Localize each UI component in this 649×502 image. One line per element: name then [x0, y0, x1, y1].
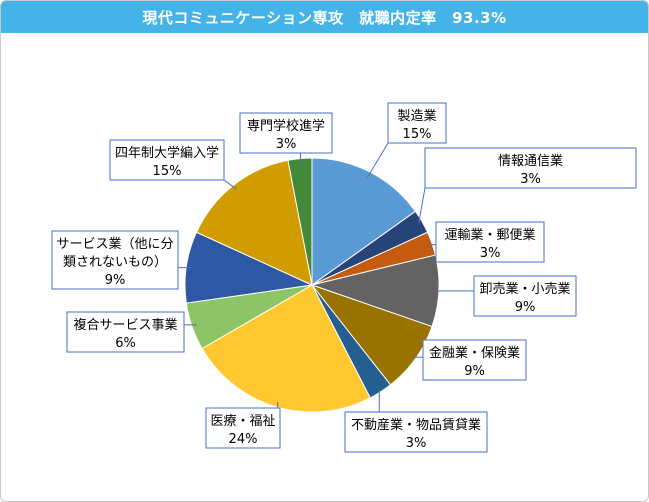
slice-percent-5: 3%: [406, 436, 427, 451]
data-label-0: 製造業 15%: [366, 102, 447, 179]
data-label-1: 情報通信業 3%: [418, 147, 637, 224]
slice-label-3: 卸売業・小売業: [479, 281, 570, 297]
slice-percent-3: 9%: [515, 300, 536, 315]
slice-percent-9: 15%: [153, 164, 182, 179]
label-box-10: [239, 112, 333, 154]
leader-line-9: [223, 179, 237, 190]
pie-slice-9: [195, 159, 313, 286]
slice-label-8-line-0: サービス業（他に分: [56, 236, 173, 252]
pie-slice-10: [287, 157, 313, 286]
slice-percent-8: 9%: [105, 273, 126, 288]
leader-line-0: [366, 142, 389, 179]
label-box-6: [205, 407, 281, 449]
leader-line-1: [418, 187, 426, 224]
slice-label-6: 医療・福祉: [210, 414, 275, 429]
label-box-2: [435, 221, 545, 263]
slice-label-4: 金融業・保険業: [429, 345, 520, 361]
data-label-10: 専門学校進学 3%: [239, 112, 333, 165]
data-label-7: 複合サービス事業 6%: [66, 311, 197, 353]
slice-percent-4: 9%: [464, 364, 485, 379]
label-box-3: [473, 275, 577, 317]
label-box-4: [422, 339, 527, 381]
slice-label-5: 不動産業・物品賃貸業: [351, 417, 481, 433]
data-label-9: 四年制大学編入学 15%: [109, 139, 237, 190]
label-box-8: [51, 230, 179, 290]
pie-slice-6: [201, 284, 371, 413]
slice-label-7: 複合サービス事業: [73, 317, 177, 333]
chart-title: 現代コミュニケーション専攻 就職内定率 93.3%: [1, 1, 648, 33]
slice-percent-1: 3%: [520, 172, 541, 187]
slice-label-2: 運輸業・郵便業: [444, 227, 535, 243]
label-box-9: [109, 139, 225, 181]
data-label-5: 不動産業・物品賃貸業 3%: [344, 389, 488, 453]
label-box-1: [424, 147, 637, 189]
slice-label-10: 専門学校進学: [247, 118, 325, 134]
label-box-0: [387, 102, 447, 144]
slice-label-0: 製造業: [397, 108, 436, 124]
data-label-3: 卸売業・小売業 9%: [436, 275, 577, 317]
slice-percent-7: 6%: [115, 336, 136, 351]
slice-percent-10: 3%: [276, 137, 297, 152]
slice-percent-2: 3%: [480, 246, 501, 261]
slice-percent-0: 15%: [403, 127, 432, 142]
data-label-4: 金融業・保険業 9%: [413, 339, 527, 381]
label-box-7: [66, 311, 185, 353]
label-box-5: [344, 411, 488, 453]
data-label-6: 医療・福祉 24%: [205, 401, 281, 449]
slice-percent-6: 24%: [229, 432, 258, 447]
slice-label-9: 四年制大学編入学: [115, 145, 219, 161]
data-label-2: 運輸業・郵便業 3%: [428, 221, 545, 263]
slice-label-8-line-1: 類されないもの）: [63, 255, 167, 270]
slice-label-1: 情報通信業: [498, 153, 563, 169]
